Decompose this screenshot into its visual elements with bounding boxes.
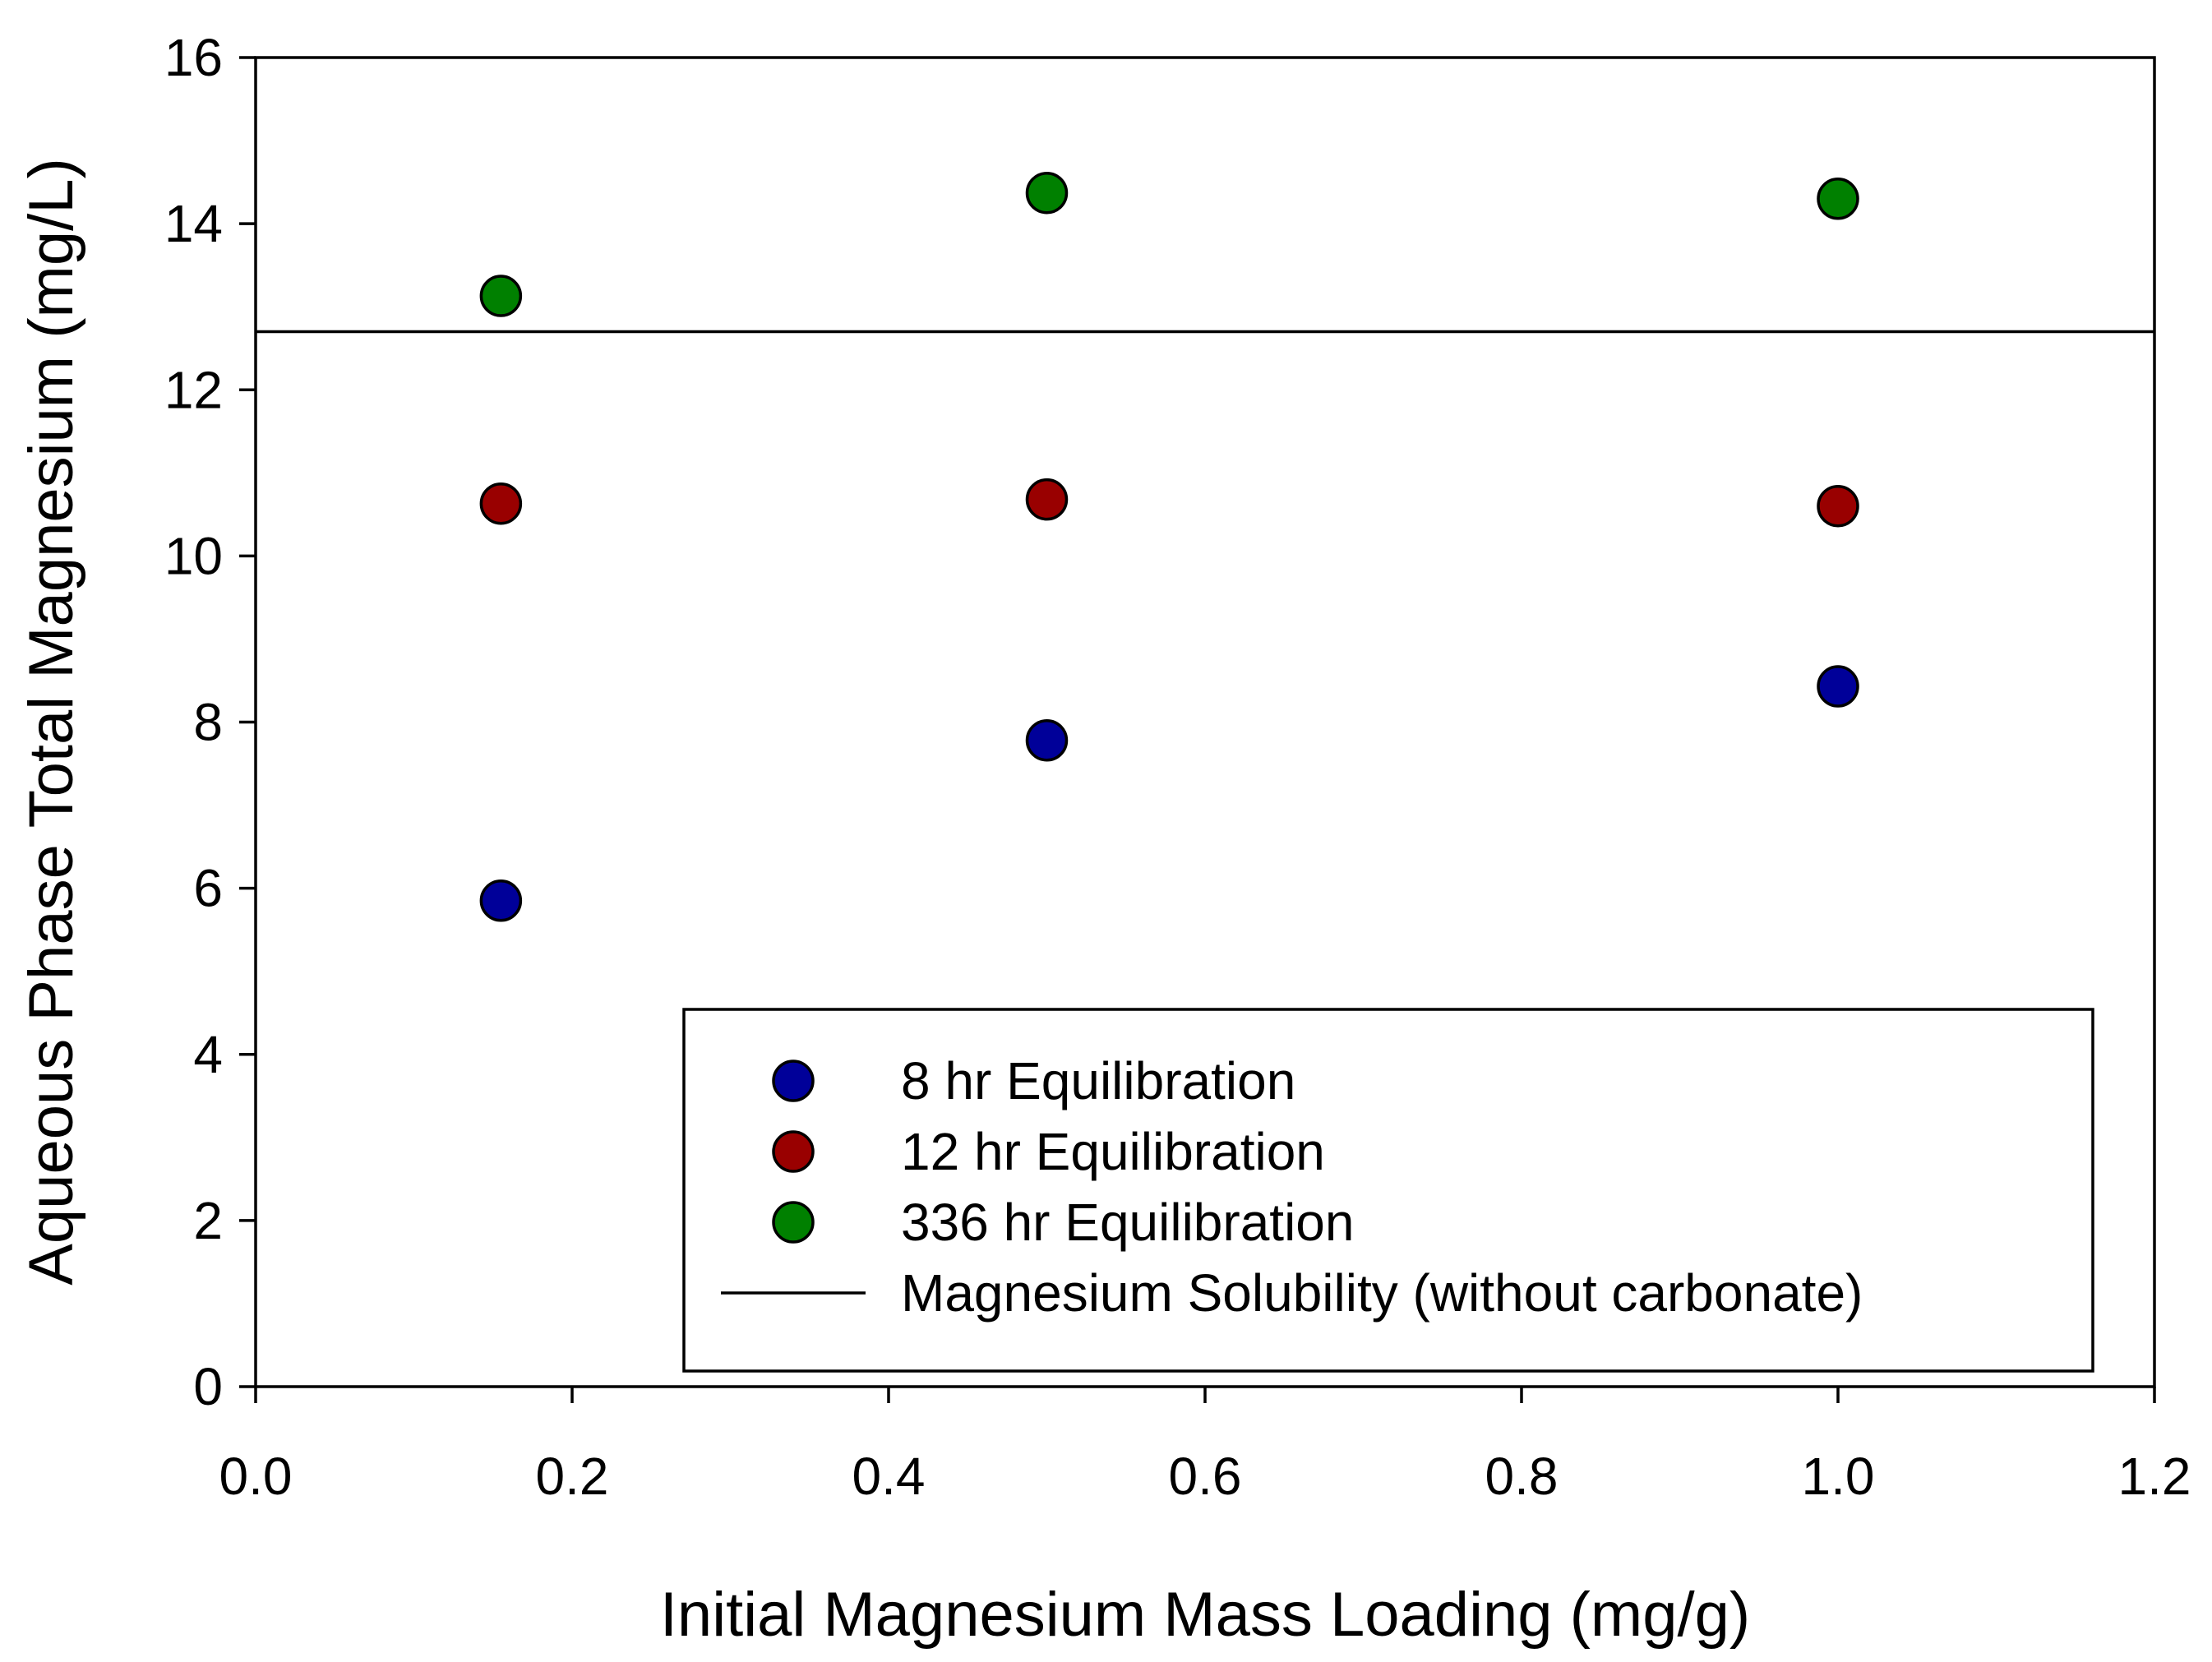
legend-label-series-1: 8 hr Equilibration: [901, 1051, 1295, 1110]
legend-label-series-2: 12 hr Equilibration: [901, 1122, 1325, 1181]
y-tick-label: 8: [193, 693, 223, 752]
data-point-series-1: [1025, 718, 1069, 762]
y-axis-ticks: 0 2 4 6 8 10 12 14 16: [164, 28, 256, 1416]
data-points: [479, 171, 1859, 922]
legend: 8 hr Equilibration 12 hr Equilibration 336…: [682, 1008, 2094, 1373]
x-axis-ticks: 0.0 0.2 0.4 0.6 0.8 1.0 1.2: [219, 1387, 2191, 1506]
legend-marker-series-2: [772, 1130, 815, 1173]
y-tick-label: 14: [164, 194, 223, 253]
data-point-series-2: [1817, 484, 1859, 528]
legend-marker-series-1: [772, 1060, 815, 1102]
x-tick-label: 0.6: [1169, 1447, 1242, 1506]
x-tick-label: 0.4: [852, 1447, 926, 1506]
data-point-series-1: [479, 879, 523, 922]
legend-label-series-3: 336 hr Equilibration: [901, 1193, 1354, 1252]
y-tick-label: 10: [164, 526, 223, 585]
x-tick-label: 0.0: [219, 1447, 293, 1506]
y-tick-label: 2: [193, 1191, 223, 1250]
data-point-series-1: [1817, 665, 1859, 708]
x-tick-label: 1.2: [2118, 1447, 2191, 1506]
data-point-series-3: [1025, 171, 1069, 215]
legend-marker-series-3: [772, 1201, 815, 1244]
x-tick-label: 0.2: [536, 1447, 609, 1506]
x-tick-label: 1.0: [1802, 1447, 1875, 1506]
x-tick-label: 0.8: [1485, 1447, 1559, 1506]
x-axis-title: Initial Magnesium Mass Loading (mg/g): [660, 1580, 1750, 1650]
y-tick-label: 12: [164, 360, 223, 419]
y-tick-label: 4: [193, 1025, 223, 1084]
y-axis-title: Aqueous Phase Total Magnesium (mg/L): [16, 158, 86, 1286]
data-point-series-2: [1025, 478, 1069, 521]
y-tick-label: 0: [193, 1357, 223, 1416]
y-tick-label: 16: [164, 28, 223, 87]
legend-label-solubility: Magnesium Solubility (without carbonate): [901, 1263, 1863, 1323]
data-point-series-3: [1817, 178, 1859, 220]
legend-box: [682, 1008, 2094, 1373]
data-point-series-3: [479, 275, 523, 317]
plot-frame: [254, 56, 2156, 1388]
data-point-series-2: [479, 482, 523, 525]
y-tick-label: 6: [193, 859, 223, 918]
